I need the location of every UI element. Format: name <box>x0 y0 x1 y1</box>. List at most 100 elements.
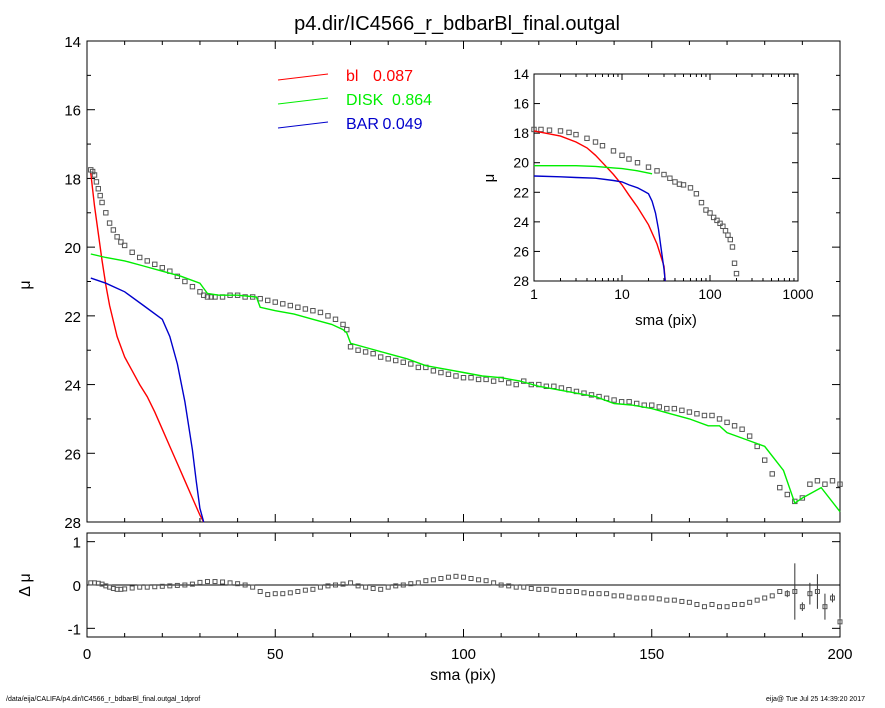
residual-data-point <box>581 590 587 596</box>
inset-y-tick-label: 24 <box>513 214 529 230</box>
residual-data-point <box>174 582 180 588</box>
residual-data-point <box>573 589 579 594</box>
residual-data-point <box>461 574 466 580</box>
inset-data-point <box>693 191 700 197</box>
residual-data-point <box>220 579 226 585</box>
residual-data-point <box>686 599 692 605</box>
residual-data-point <box>189 581 195 587</box>
main-data-point <box>664 405 670 412</box>
main-data-point <box>340 321 346 328</box>
residual-data-point <box>197 579 203 585</box>
residual-data-point <box>378 586 384 592</box>
main-data-point <box>724 419 730 426</box>
main-data-point <box>97 192 103 199</box>
main-data-point <box>784 491 790 498</box>
inset-data-point <box>573 131 579 138</box>
inset-background <box>480 48 825 333</box>
legend-bar-label: BAR <box>346 116 379 133</box>
main-ticks: 14 16 18 20 22 24 26 28 <box>64 34 841 532</box>
main-data-point <box>129 249 135 255</box>
main-data-point <box>671 405 678 412</box>
inset-y-tick-label: 16 <box>513 96 529 112</box>
residual-data-point <box>611 593 617 599</box>
main-data-point <box>799 495 806 501</box>
main-data-point <box>483 376 489 383</box>
residual-data-point <box>167 583 173 589</box>
residual-data-point <box>287 590 293 596</box>
main-data-point <box>265 297 271 304</box>
residual-data-point <box>129 585 135 591</box>
main-y-tick-label: 24 <box>64 378 81 395</box>
residual-panel: 10-10 50 100 150 200 sma (pix) Δ μ <box>17 532 853 684</box>
residual-x-tick-label: 150 <box>639 646 664 663</box>
inset-data-point <box>584 135 590 142</box>
inset-disk-line <box>534 164 653 175</box>
inset-data-point <box>626 156 632 162</box>
main-data-point <box>362 349 369 355</box>
residual-data-point <box>717 604 723 610</box>
legend: bl 0.087 DISK 0.864 BAR 0.049 <box>277 68 432 133</box>
main-data-point <box>310 308 316 314</box>
residual-data-point <box>762 595 768 601</box>
main-data-point <box>295 304 301 310</box>
residual-y-axis-label: Δ μ <box>17 573 34 596</box>
residual-data-point <box>423 578 429 584</box>
main-series <box>88 167 843 523</box>
inset-x-tick-label: 1 <box>530 286 538 302</box>
residual-data-point <box>295 589 301 594</box>
residual-data-point <box>430 577 436 583</box>
residual-x-tick-label: 50 <box>267 646 284 663</box>
residual-data-point <box>649 595 655 601</box>
main-data-point <box>551 383 557 389</box>
residual-series <box>88 563 843 627</box>
residual-data-point <box>204 579 210 585</box>
residual-data-point <box>739 602 745 607</box>
main-data-point <box>716 416 723 422</box>
main-data-point <box>99 199 105 206</box>
main-y-tick-label: 26 <box>64 446 81 463</box>
main-data-point <box>280 301 286 307</box>
residual-x-tick-label: 100 <box>451 646 476 663</box>
main-data-point <box>91 172 98 178</box>
main-y-tick-label: 16 <box>64 103 81 120</box>
residual-data-point <box>325 583 331 589</box>
main-data-point <box>370 350 376 357</box>
main-data-point <box>110 227 117 233</box>
residual-data-point <box>363 584 369 590</box>
residual-data-point <box>242 582 248 588</box>
residual-data-point <box>144 584 150 590</box>
residual-data-point <box>626 594 632 600</box>
inset-panel: 14 16 18 20 22 24 26 281 10 100 1000 sma (pix) μ <box>480 48 825 333</box>
residual-data-point <box>182 582 188 588</box>
residual-data-point <box>491 580 497 586</box>
residual-data-point <box>807 591 813 597</box>
main-data-point <box>182 278 188 285</box>
main-data-point <box>159 265 166 271</box>
footer-timestamp: eija@ Tue Jul 25 14:39:20 2017 <box>766 696 865 703</box>
chart-title: p4.dir/IC4566_r_bdbarBl_final.outgal <box>294 13 620 35</box>
legend-bl-label: bl <box>346 68 358 85</box>
residual-data-point <box>310 586 316 592</box>
inset-y-tick-label: 28 <box>513 273 529 289</box>
inset-y-tick-label: 18 <box>513 125 529 141</box>
legend-bar-line <box>277 121 329 129</box>
residual-data-point <box>604 591 610 597</box>
residual-data-point <box>317 584 323 590</box>
residual-data-point <box>769 593 775 599</box>
residual-data-point <box>589 591 595 597</box>
main-data-point <box>769 471 775 477</box>
main-data-point <box>114 234 120 240</box>
residual-x-axis-label: sma (pix) <box>430 667 496 684</box>
main-data-point <box>445 371 452 377</box>
residual-data-point <box>777 589 783 594</box>
main-data-point <box>505 380 512 386</box>
main-data-point <box>257 295 263 302</box>
inset-y-tick-label: 20 <box>513 155 529 171</box>
inset-data-point <box>698 199 705 206</box>
inset-data-point <box>717 220 723 227</box>
main-data-point <box>460 375 467 381</box>
main-data-point <box>490 378 497 384</box>
legend-disk-label: DISK <box>346 92 384 109</box>
main-data-point <box>332 316 339 322</box>
inset-data-point <box>714 217 720 224</box>
